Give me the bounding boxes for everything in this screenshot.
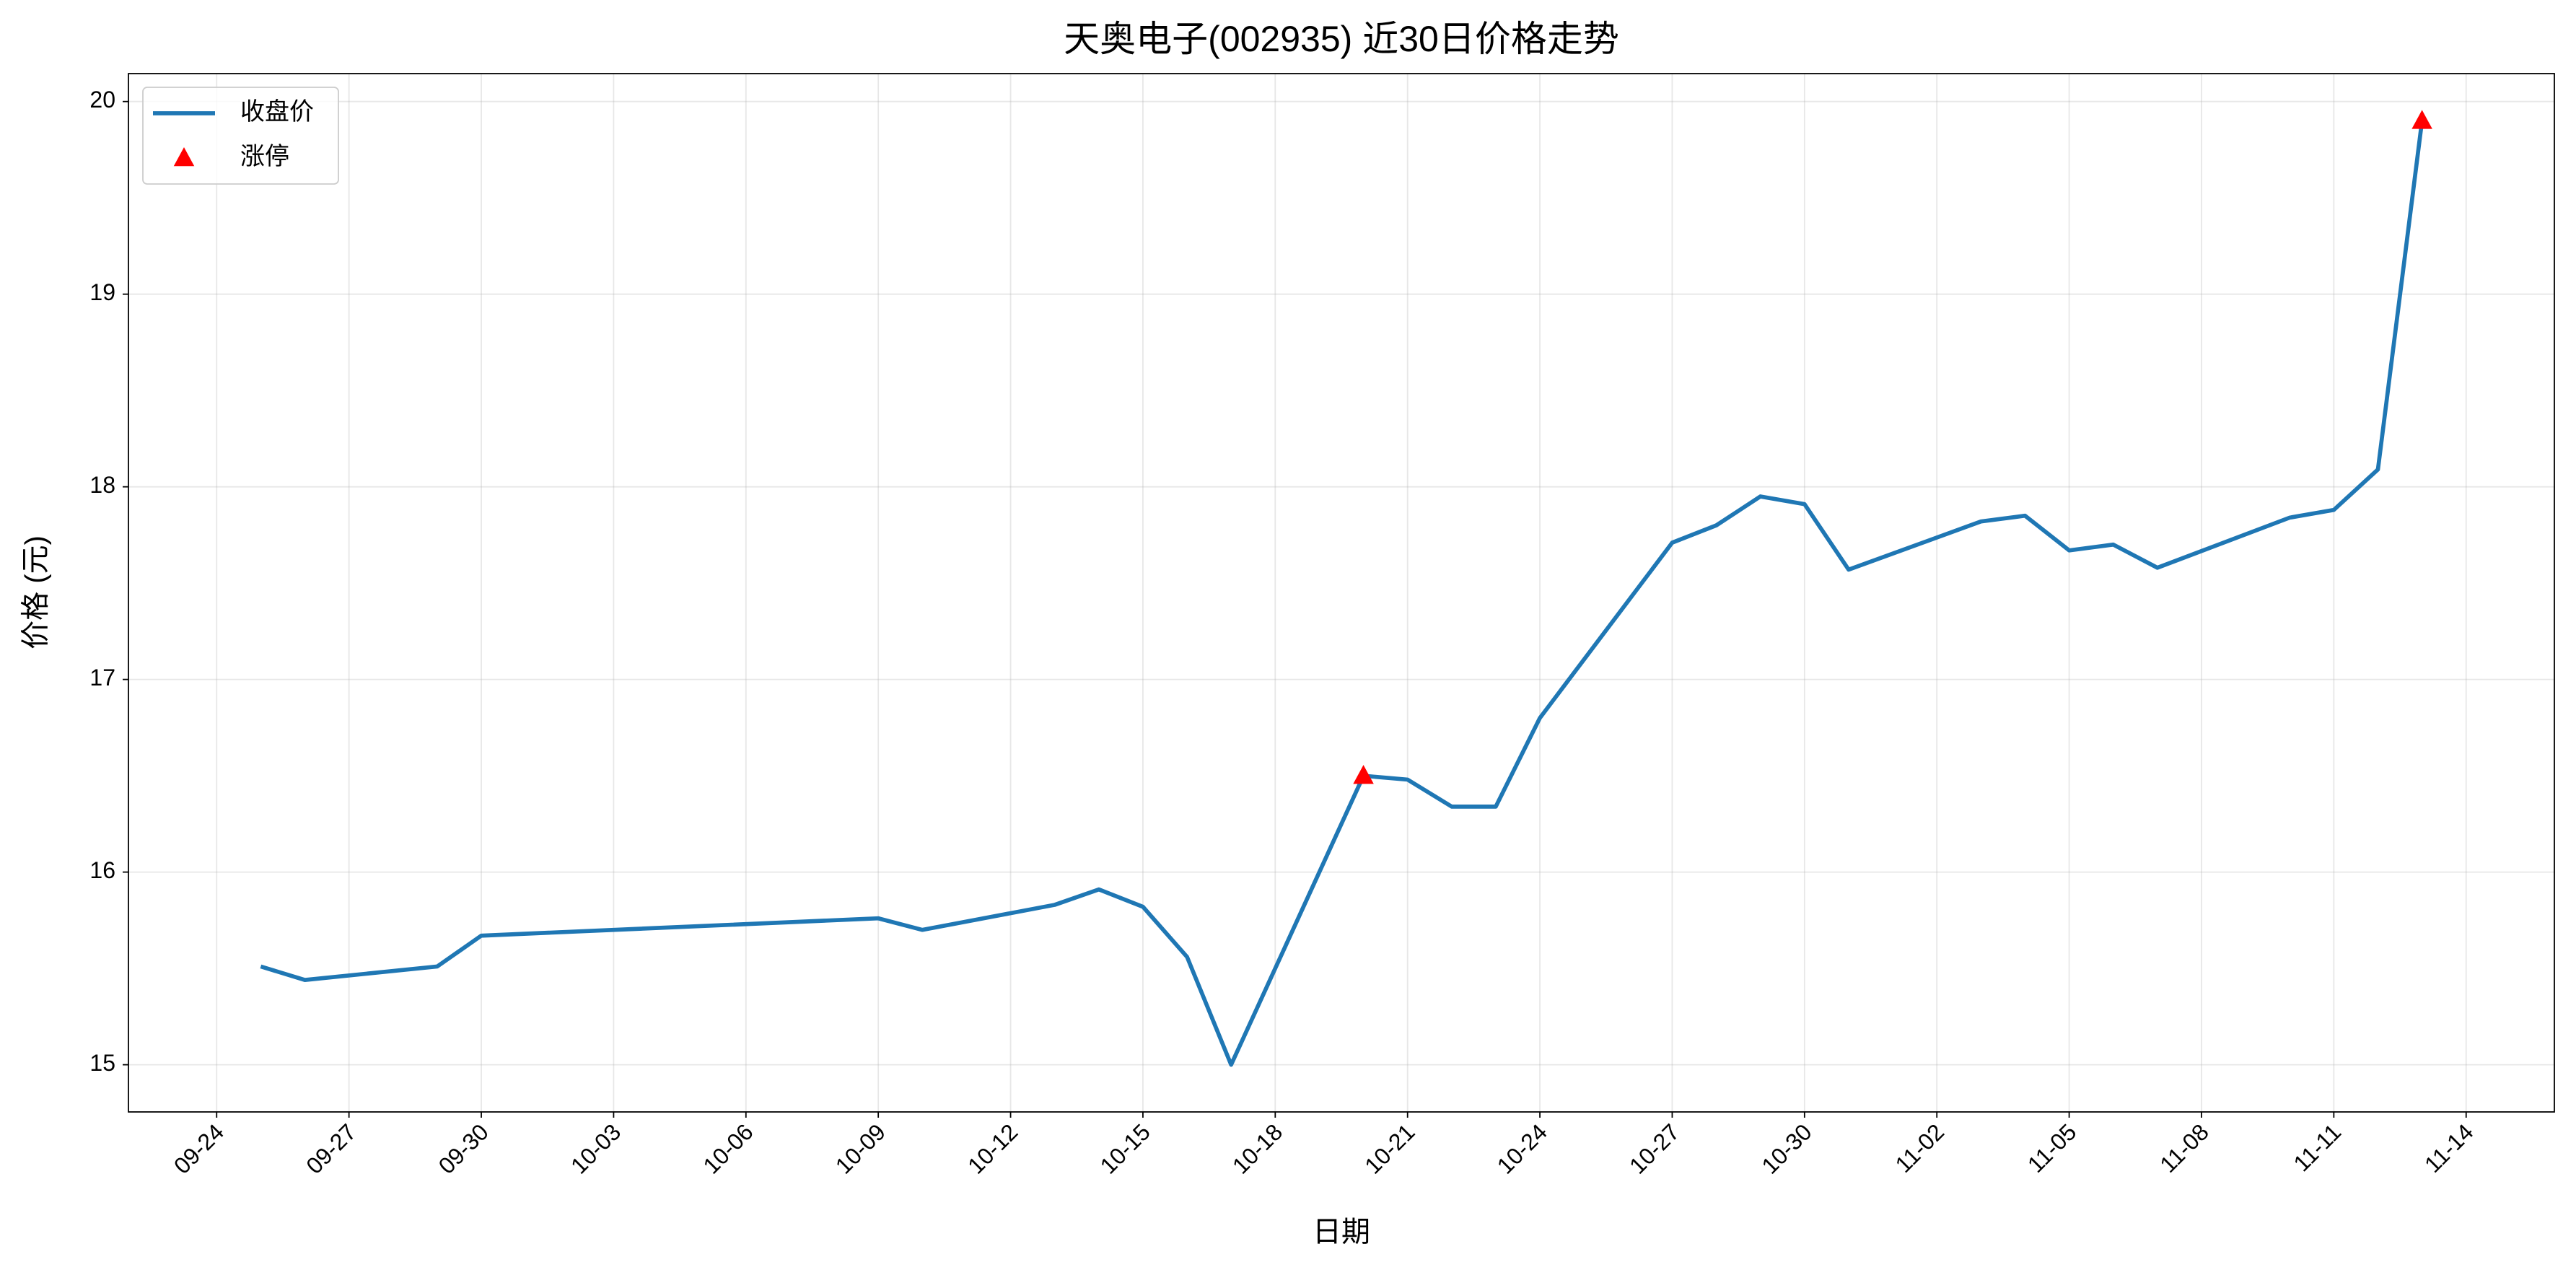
x-tick-label: 09-30 — [434, 1118, 494, 1178]
y-tick-label: 20 — [89, 87, 115, 113]
x-tick-label: 10-24 — [1492, 1118, 1552, 1178]
x-tick-label: 11-02 — [1890, 1118, 1949, 1178]
plot-frame — [128, 73, 2555, 1113]
price-line — [260, 121, 2424, 1067]
x-tick-label: 11-14 — [2419, 1118, 2479, 1178]
legend-marker — [173, 147, 195, 167]
x-tick-label: 10-15 — [1095, 1118, 1155, 1178]
x-tick-label: 10-12 — [963, 1118, 1022, 1178]
x-tick-label: 10-30 — [1756, 1118, 1816, 1178]
legend-label: 收盘价 — [240, 98, 314, 126]
x-tick-label: 10-21 — [1359, 1118, 1419, 1178]
y-axis-label: 价格 (元) — [20, 535, 52, 649]
y-tick-label: 18 — [89, 472, 115, 498]
x-tick-label: 10-03 — [566, 1118, 626, 1178]
y-tick-label: 16 — [89, 857, 115, 883]
x-tick-label: 10-09 — [831, 1118, 890, 1178]
x-tick-label: 10-06 — [698, 1118, 758, 1178]
limit-up-marker — [1353, 765, 1374, 784]
limit-up-marker — [2411, 110, 2432, 129]
legend-label: 涨停 — [240, 143, 289, 170]
y-tick-label: 19 — [89, 279, 115, 305]
x-axis-label: 日期 — [1313, 1217, 1370, 1248]
x-tick-label: 10-18 — [1227, 1118, 1287, 1178]
x-tick-label: 09-27 — [301, 1118, 361, 1178]
x-tick-label: 10-27 — [1624, 1118, 1684, 1178]
y-tick-label: 17 — [89, 665, 115, 691]
x-tick-label: 11-11 — [2288, 1118, 2346, 1176]
x-tick-label: 11-05 — [2023, 1118, 2082, 1178]
x-tick-label: 11-08 — [2155, 1118, 2214, 1178]
chart-title: 天奥电子(002935) 近30日价格走势 — [1064, 19, 1619, 59]
x-tick-label: 09-24 — [169, 1118, 229, 1178]
y-tick-label: 15 — [89, 1050, 115, 1076]
